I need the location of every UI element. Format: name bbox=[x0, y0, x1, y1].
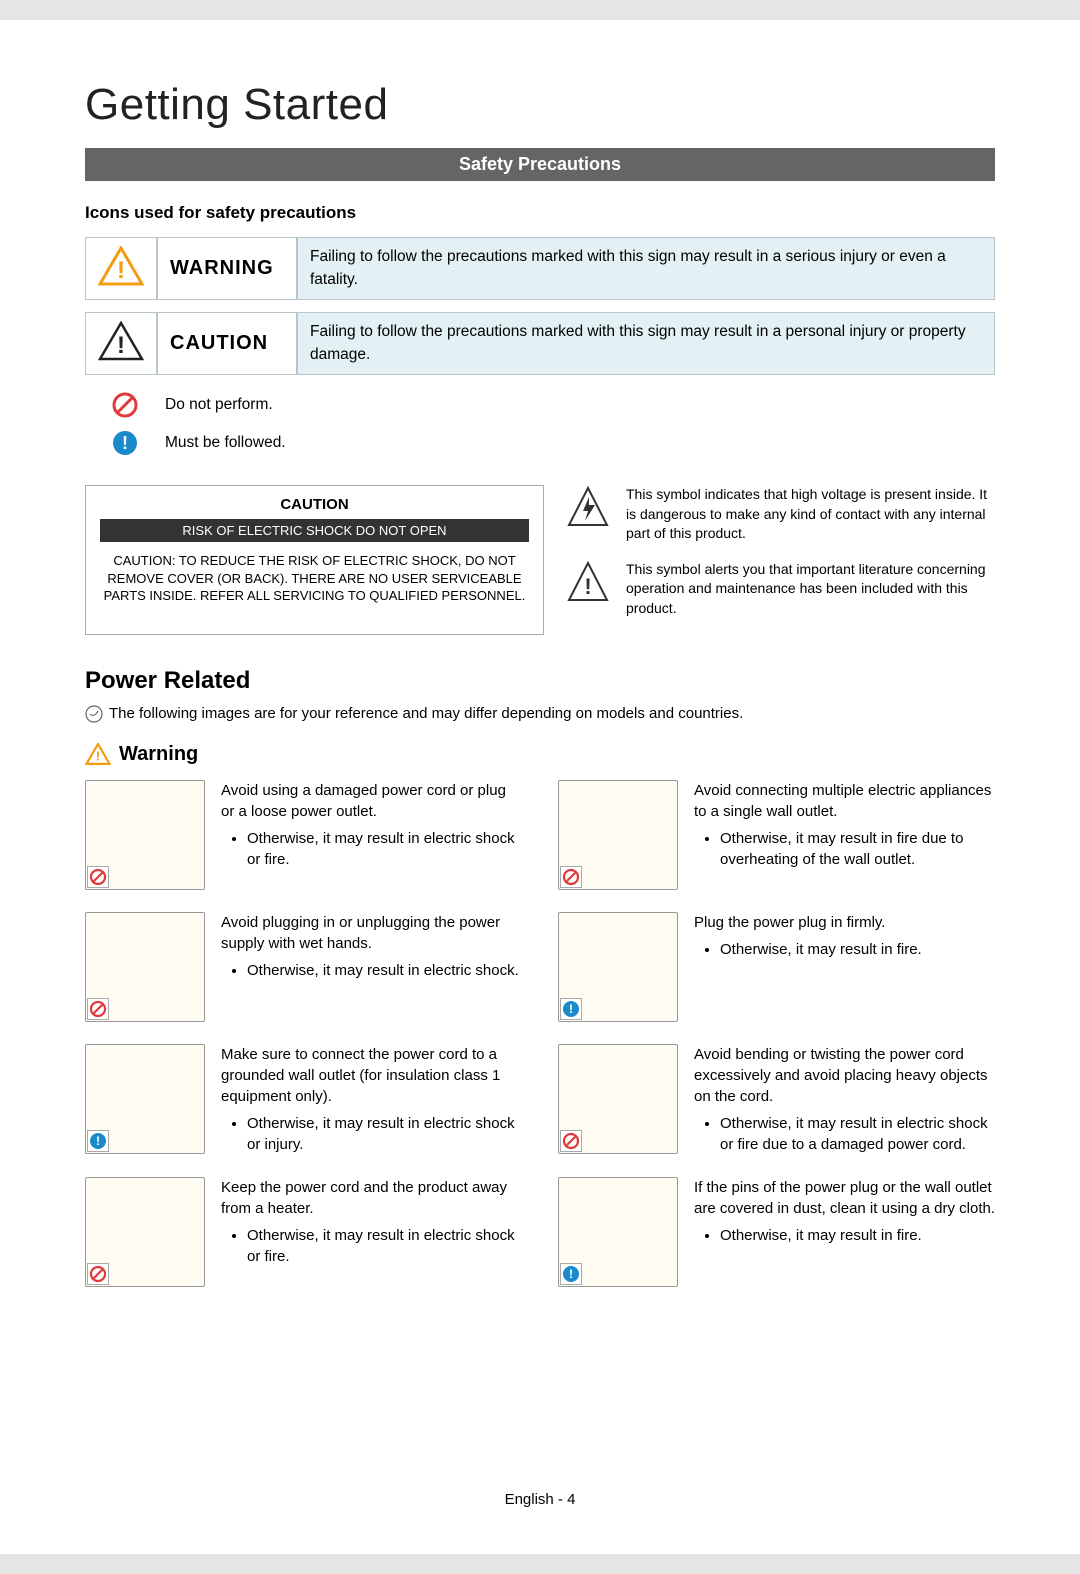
caution-definition-row: ! CAUTION Failing to follow the precauti… bbox=[85, 312, 995, 375]
prohibit-badge-icon bbox=[87, 866, 109, 888]
precaution-item: ! Make sure to connect the power cord to … bbox=[85, 1044, 522, 1155]
precautions-grid: Avoid using a damaged power cord or plug… bbox=[85, 780, 995, 1287]
svg-text:!: ! bbox=[569, 1002, 573, 1016]
precaution-sub-text: Otherwise, it may result in electric sho… bbox=[720, 1113, 995, 1155]
precaution-illustration: ! bbox=[558, 912, 678, 1022]
svg-text:!: ! bbox=[584, 574, 591, 599]
precaution-sub-text: Otherwise, it may result in fire due to … bbox=[720, 828, 995, 870]
precaution-item: Avoid bending or twisting the power cord… bbox=[558, 1044, 995, 1155]
shock-box-bar: RISK OF ELECTRIC SHOCK DO NOT OPEN bbox=[100, 519, 529, 542]
warning-desc: Failing to follow the precautions marked… bbox=[297, 237, 995, 300]
svg-text:!: ! bbox=[569, 1267, 573, 1281]
warning-triangle-icon: ! bbox=[85, 237, 157, 300]
prohibit-badge-icon bbox=[560, 1130, 582, 1152]
precaution-main-text: Make sure to connect the power cord to a… bbox=[221, 1044, 522, 1107]
precaution-main-text: Plug the power plug in firmly. bbox=[694, 912, 922, 933]
warning-definition-row: ! WARNING Failing to follow the precauti… bbox=[85, 237, 995, 300]
warning-subheading: ! Warning bbox=[85, 743, 995, 766]
icons-subheading: Icons used for safety precautions bbox=[85, 203, 995, 223]
svg-text:!: ! bbox=[96, 749, 100, 764]
precaution-illustration bbox=[558, 780, 678, 890]
reference-note: The following images are for your refere… bbox=[85, 705, 995, 723]
exclaim-text: This symbol alerts you that important li… bbox=[626, 560, 995, 619]
precaution-main-text: Avoid bending or twisting the power cord… bbox=[694, 1044, 995, 1107]
precaution-illustration bbox=[85, 780, 205, 890]
prohibit-icon bbox=[111, 391, 139, 419]
caution-triangle-icon: ! bbox=[85, 312, 157, 375]
precaution-item: Avoid plugging in or unplugging the powe… bbox=[85, 912, 522, 1022]
svg-text:!: ! bbox=[96, 1134, 100, 1148]
precaution-illustration: ! bbox=[558, 1177, 678, 1287]
svg-text:!: ! bbox=[122, 433, 128, 453]
page-footer: English - 4 bbox=[0, 1491, 1080, 1508]
bolt-triangle-icon bbox=[566, 485, 610, 529]
follow-badge-icon: ! bbox=[87, 1130, 109, 1152]
precaution-item: Avoid using a damaged power cord or plug… bbox=[85, 780, 522, 890]
precaution-main-text: Avoid plugging in or unplugging the powe… bbox=[221, 912, 522, 954]
precaution-item: ! Plug the power plug in firmly. Otherwise… bbox=[558, 912, 995, 1022]
precaution-sub-text: Otherwise, it may result in electric sho… bbox=[247, 1225, 522, 1267]
bolt-text: This symbol indicates that high voltage … bbox=[626, 485, 995, 544]
warning-small-icon: ! bbox=[85, 743, 111, 765]
shock-box-body: CAUTION: TO REDUCE THE RISK OF ELECTRIC … bbox=[100, 552, 529, 605]
shock-box-header: CAUTION bbox=[100, 496, 529, 513]
precaution-illustration bbox=[558, 1044, 678, 1154]
precaution-main-text: Avoid using a damaged power cord or plug… bbox=[221, 780, 522, 822]
precaution-illustration: ! bbox=[85, 1044, 205, 1154]
prohibit-badge-icon bbox=[87, 1263, 109, 1285]
precaution-item: Keep the power cord and the product away… bbox=[85, 1177, 522, 1287]
warning-subheading-text: Warning bbox=[119, 743, 198, 766]
precaution-sub-text: Otherwise, it may result in electric sho… bbox=[247, 1113, 522, 1155]
note-text: The following images are for your refere… bbox=[109, 705, 743, 722]
warning-label: WARNING bbox=[157, 237, 297, 300]
power-related-heading: Power Related bbox=[85, 667, 995, 695]
shock-caution-box: CAUTION RISK OF ELECTRIC SHOCK DO NOT OP… bbox=[85, 485, 544, 635]
exclaim-triangle-icon: ! bbox=[566, 560, 610, 604]
note-icon bbox=[85, 705, 103, 723]
svg-text:!: ! bbox=[117, 257, 125, 284]
svg-text:!: ! bbox=[117, 332, 125, 359]
follow-label: Must be followed. bbox=[165, 434, 286, 452]
prohibit-badge-icon bbox=[560, 866, 582, 888]
literature-symbol-desc: ! This symbol alerts you that important … bbox=[566, 560, 995, 619]
precaution-illustration bbox=[85, 1177, 205, 1287]
high-voltage-symbol-desc: This symbol indicates that high voltage … bbox=[566, 485, 995, 544]
precaution-main-text: Avoid connecting multiple electric appli… bbox=[694, 780, 995, 822]
precaution-main-text: Keep the power cord and the product away… bbox=[221, 1177, 522, 1219]
precaution-sub-text: Otherwise, it may result in fire. bbox=[720, 939, 922, 960]
page-title: Getting Started bbox=[85, 80, 995, 130]
caution-label: CAUTION bbox=[157, 312, 297, 375]
caution-desc: Failing to follow the precautions marked… bbox=[297, 312, 995, 375]
precaution-illustration bbox=[85, 912, 205, 1022]
follow-badge-icon: ! bbox=[560, 1263, 582, 1285]
follow-badge-icon: ! bbox=[560, 998, 582, 1020]
follow-icon: ! bbox=[111, 429, 139, 457]
prohibit-badge-icon bbox=[87, 998, 109, 1020]
do-not-label: Do not perform. bbox=[165, 396, 273, 414]
precaution-item: Avoid connecting multiple electric appli… bbox=[558, 780, 995, 890]
precaution-sub-text: Otherwise, it may result in fire. bbox=[720, 1225, 995, 1246]
precaution-sub-text: Otherwise, it may result in electric sho… bbox=[247, 828, 522, 870]
precaution-item: ! If the pins of the power plug or the wa… bbox=[558, 1177, 995, 1287]
precaution-main-text: If the pins of the power plug or the wal… bbox=[694, 1177, 995, 1219]
precaution-sub-text: Otherwise, it may result in electric sho… bbox=[247, 960, 522, 981]
symbol-legend: Do not perform. ! Must be followed. bbox=[111, 391, 995, 457]
safety-banner: Safety Precautions bbox=[85, 148, 995, 181]
